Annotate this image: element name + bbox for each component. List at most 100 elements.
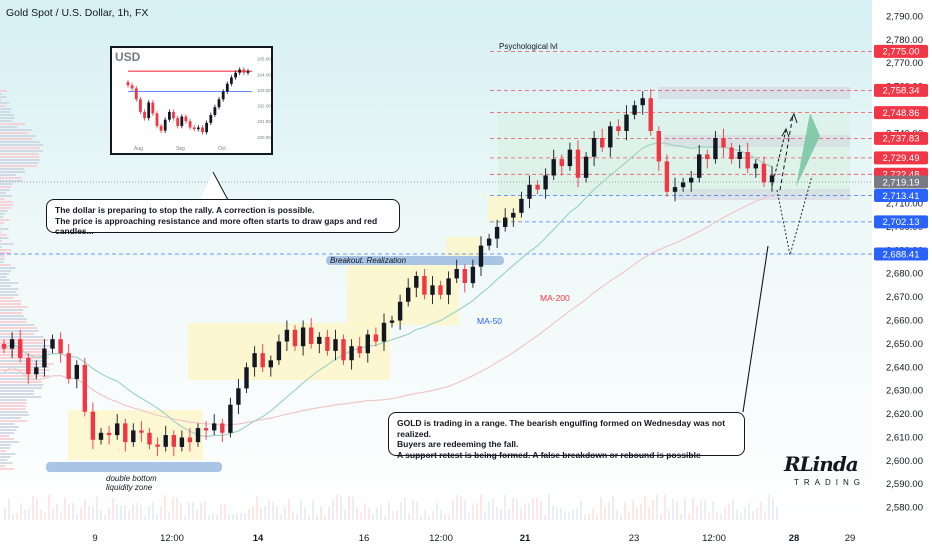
volume-profile-bar: [0, 441, 20, 443]
y-tick-label: 2,780.00: [886, 35, 923, 46]
volume-bar: [564, 510, 566, 520]
volume-profile-bar: [0, 324, 35, 326]
volume-bar: [520, 508, 522, 520]
inset-x-tick: Aug: [134, 146, 143, 152]
candle-body: [220, 423, 225, 433]
inset-candle-body: [238, 69, 242, 73]
volume-bar: [196, 509, 198, 520]
volume-profile-bar: [0, 465, 6, 467]
candle-body: [389, 320, 395, 323]
candle-body: [648, 98, 653, 131]
volume-bar: [512, 497, 514, 520]
volume-bar: [320, 506, 322, 520]
volume-bar: [228, 514, 230, 520]
volume-bar: [440, 510, 442, 520]
ma-50-line: [3, 141, 773, 438]
volume-bar: [236, 512, 238, 520]
volume-bar: [684, 498, 686, 520]
price-axis[interactable]: 2,580.00 2,590.00 2,600.00 2,610.00 2,620.00…: [872, 0, 932, 550]
volume-profile-bar: [0, 219, 10, 221]
volume-profile-bar: [0, 153, 39, 155]
volume-bar: [716, 511, 718, 520]
volume-profile-bar: [0, 255, 6, 257]
volume-profile-bar: [0, 345, 50, 347]
volume-profile-bar: [0, 243, 14, 245]
inset-candle-body: [155, 113, 159, 126]
price-label-text: 2,719.19: [883, 177, 920, 188]
callout-pointer-line: [742, 245, 769, 413]
volume-profile-bar: [0, 459, 8, 461]
volume-bar: [624, 502, 626, 520]
candle-body: [462, 269, 467, 283]
volume-bar: [312, 500, 314, 520]
candle-body: [397, 301, 403, 321]
volume-bar: [384, 515, 386, 520]
top-callout-line1: The dollar is preparing to stop the rall…: [55, 205, 315, 215]
volume-bar: [360, 512, 362, 520]
candle-body: [90, 411, 96, 440]
volume-profile-bar: [0, 390, 34, 392]
volume-bar: [240, 513, 242, 520]
candle-body: [600, 138, 605, 148]
volume-profile-bar: [0, 309, 24, 311]
volume-bar: [148, 505, 150, 520]
candle-body: [252, 353, 257, 368]
volume-profile-bar: [0, 303, 21, 305]
volume-bar: [640, 503, 642, 520]
volume-bar: [272, 502, 274, 520]
candle-body: [478, 245, 484, 267]
volume-bar: [616, 510, 618, 520]
inset-y-tick: 102.00: [257, 104, 271, 109]
inset-y-tick: 104.00: [257, 72, 271, 77]
volume-bar: [496, 507, 498, 520]
volume-bar: [84, 499, 86, 520]
volume-profile-bar: [0, 102, 10, 104]
volume-bar: [756, 508, 758, 520]
volume-bar: [284, 506, 286, 520]
volume-profile-bar: [0, 330, 39, 332]
volume-bar: [352, 496, 354, 520]
volume-profile-bar: [0, 300, 21, 302]
volume-bar: [448, 515, 450, 520]
volume-bar: [20, 503, 22, 520]
volume-profile-bar: [0, 114, 15, 116]
price-label-box: [874, 175, 928, 189]
volume-bar: [224, 504, 226, 520]
candle-body: [761, 163, 767, 183]
inset-label: USD: [115, 50, 141, 64]
candle-body: [373, 334, 379, 342]
price-label-box: [874, 189, 928, 202]
volume-bar: [612, 496, 614, 520]
candle-body: [608, 126, 613, 148]
volume-bar: [772, 497, 774, 520]
inset-plot: 105.00 104.00 103.00 102.00 101.00 100.00 Aug S…: [126, 57, 271, 152]
volume-bar: [212, 513, 214, 520]
volume-bar: [704, 499, 706, 520]
y-tick-label: 2,790.00: [886, 11, 923, 22]
volume-profile-bar: [0, 231, 2, 233]
price-label-box: [874, 131, 928, 145]
candle-body: [163, 435, 168, 447]
volume-bar: [256, 496, 258, 520]
volume-profile-bar: [0, 273, 9, 275]
volume-profile-bar: [0, 378, 38, 380]
volume-bar: [80, 507, 82, 520]
volume-bar: [60, 513, 62, 520]
volume-bar: [372, 514, 374, 520]
volume-profile-bar: [0, 366, 49, 368]
volume-profile-bar: [0, 246, 2, 248]
volume-bar: [480, 494, 482, 520]
inset-candle-body: [184, 116, 188, 122]
volume-bar: [192, 502, 194, 520]
volume-profile-bar: [0, 126, 17, 128]
annotation-label: Psychological lvl: [499, 42, 558, 51]
inset-candle-body: [213, 107, 217, 115]
price-label-box: [874, 247, 928, 261]
volume-bar: [732, 499, 734, 520]
volume-profile-bar: [0, 210, 8, 212]
volume-bar: [632, 500, 634, 520]
volume-profile-bar: [0, 108, 12, 110]
volume-bar: [304, 507, 306, 520]
volume-profile-bar: [0, 435, 10, 437]
volume-profile-bar: [0, 120, 12, 122]
